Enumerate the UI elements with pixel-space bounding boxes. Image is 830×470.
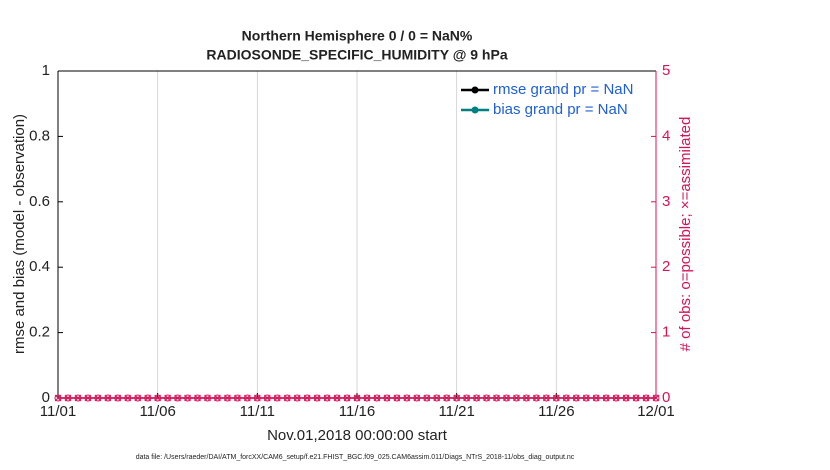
- x-tick-label: 11/11: [240, 403, 275, 420]
- y2-tick-label: 0: [662, 389, 670, 406]
- y-tick-label: 0.2: [29, 324, 50, 341]
- y-tick-label: 1: [42, 62, 50, 79]
- x-tick-label: 11/06: [139, 403, 175, 420]
- y-axis-label: rmse and bias (model - observation): [11, 114, 28, 354]
- x-tick-label: 11/01: [40, 403, 76, 420]
- y-tick-label: 0.8: [29, 127, 50, 144]
- y2-tick-label: 2: [662, 258, 670, 275]
- x-tick-label: 12/01: [637, 403, 675, 420]
- y-tick-label: 0.6: [29, 193, 50, 210]
- legend-swatch-marker: [471, 106, 479, 114]
- y-tick-label: 0: [42, 389, 50, 406]
- x-axis-label: Nov.01,2018 00:00:00 start: [267, 427, 448, 444]
- x-tick-label: 11/21: [438, 403, 474, 420]
- y2-axis-label: # of obs: o=possible; ×=assimilated: [677, 117, 694, 352]
- chart-title: Northern Hemisphere 0 / 0 = NaN%: [242, 28, 473, 44]
- y2-tick-label: 4: [662, 127, 670, 144]
- y2-tick-label: 5: [662, 62, 670, 79]
- legend-label: bias grand pr = NaN: [493, 101, 628, 118]
- x-tick-label: 11/26: [538, 403, 574, 420]
- legend-swatch-marker: [471, 86, 479, 94]
- x-tick-label: 11/16: [339, 403, 375, 420]
- legend-label: rmse grand pr = NaN: [493, 81, 633, 98]
- y2-tick-label: 3: [662, 193, 670, 210]
- chart-subtitle: RADIOSONDE_SPECIFIC_HUMIDITY @ 9 hPa: [206, 47, 507, 63]
- footnote: data file: /Users/raeder/DAI/ATM_forcXX/…: [136, 454, 575, 461]
- y2-tick-label: 1: [662, 324, 670, 341]
- y-tick-label: 0.4: [29, 258, 50, 275]
